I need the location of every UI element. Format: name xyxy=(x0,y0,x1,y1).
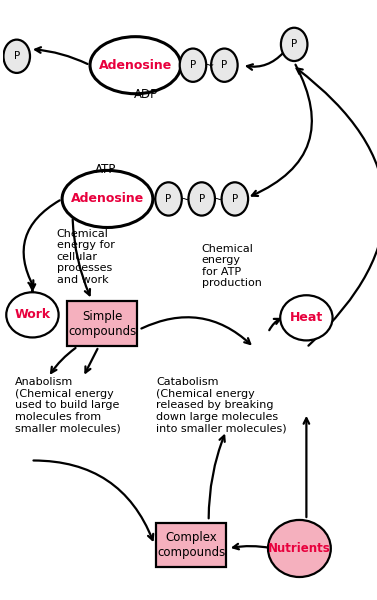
Text: P: P xyxy=(221,60,227,70)
Text: Adenosine: Adenosine xyxy=(99,59,172,71)
Ellipse shape xyxy=(62,170,153,227)
Ellipse shape xyxy=(268,520,331,577)
Text: Chemical
energy
for ATP
production: Chemical energy for ATP production xyxy=(202,244,262,289)
Text: P: P xyxy=(14,51,20,61)
Text: Catabolism
(Chemical energy
released by breaking
down large molecules
into small: Catabolism (Chemical energy released by … xyxy=(156,377,287,434)
Text: Adenosine: Adenosine xyxy=(71,193,144,205)
Ellipse shape xyxy=(211,49,238,82)
Ellipse shape xyxy=(280,295,333,340)
Text: P: P xyxy=(166,194,172,204)
Ellipse shape xyxy=(3,40,30,73)
Text: P: P xyxy=(199,194,205,204)
Text: P: P xyxy=(190,60,196,70)
Text: ~: ~ xyxy=(213,193,224,205)
Text: ATP: ATP xyxy=(95,163,116,176)
Text: P: P xyxy=(232,194,238,204)
Text: P: P xyxy=(291,40,297,49)
Text: Anabolism
(Chemical energy
used to build large
molecules from
smaller molecules): Anabolism (Chemical energy used to build… xyxy=(15,377,121,434)
Ellipse shape xyxy=(188,182,215,215)
Text: Nutrients: Nutrients xyxy=(268,542,331,555)
Text: Complex
compounds: Complex compounds xyxy=(157,531,225,559)
Text: ~: ~ xyxy=(180,193,190,205)
Text: Simple
compounds: Simple compounds xyxy=(68,310,136,338)
FancyBboxPatch shape xyxy=(156,523,226,567)
Text: Chemical
energy for
cellular
processes
and work: Chemical energy for cellular processes a… xyxy=(57,229,115,285)
FancyBboxPatch shape xyxy=(67,301,137,346)
Ellipse shape xyxy=(6,292,58,337)
Text: ~: ~ xyxy=(204,59,214,71)
Ellipse shape xyxy=(222,182,248,215)
Ellipse shape xyxy=(281,28,307,61)
Ellipse shape xyxy=(90,37,181,94)
Text: ADP: ADP xyxy=(134,88,158,101)
Text: Work: Work xyxy=(14,308,51,322)
Text: Heat: Heat xyxy=(290,311,323,325)
Ellipse shape xyxy=(155,182,182,215)
Ellipse shape xyxy=(180,49,206,82)
